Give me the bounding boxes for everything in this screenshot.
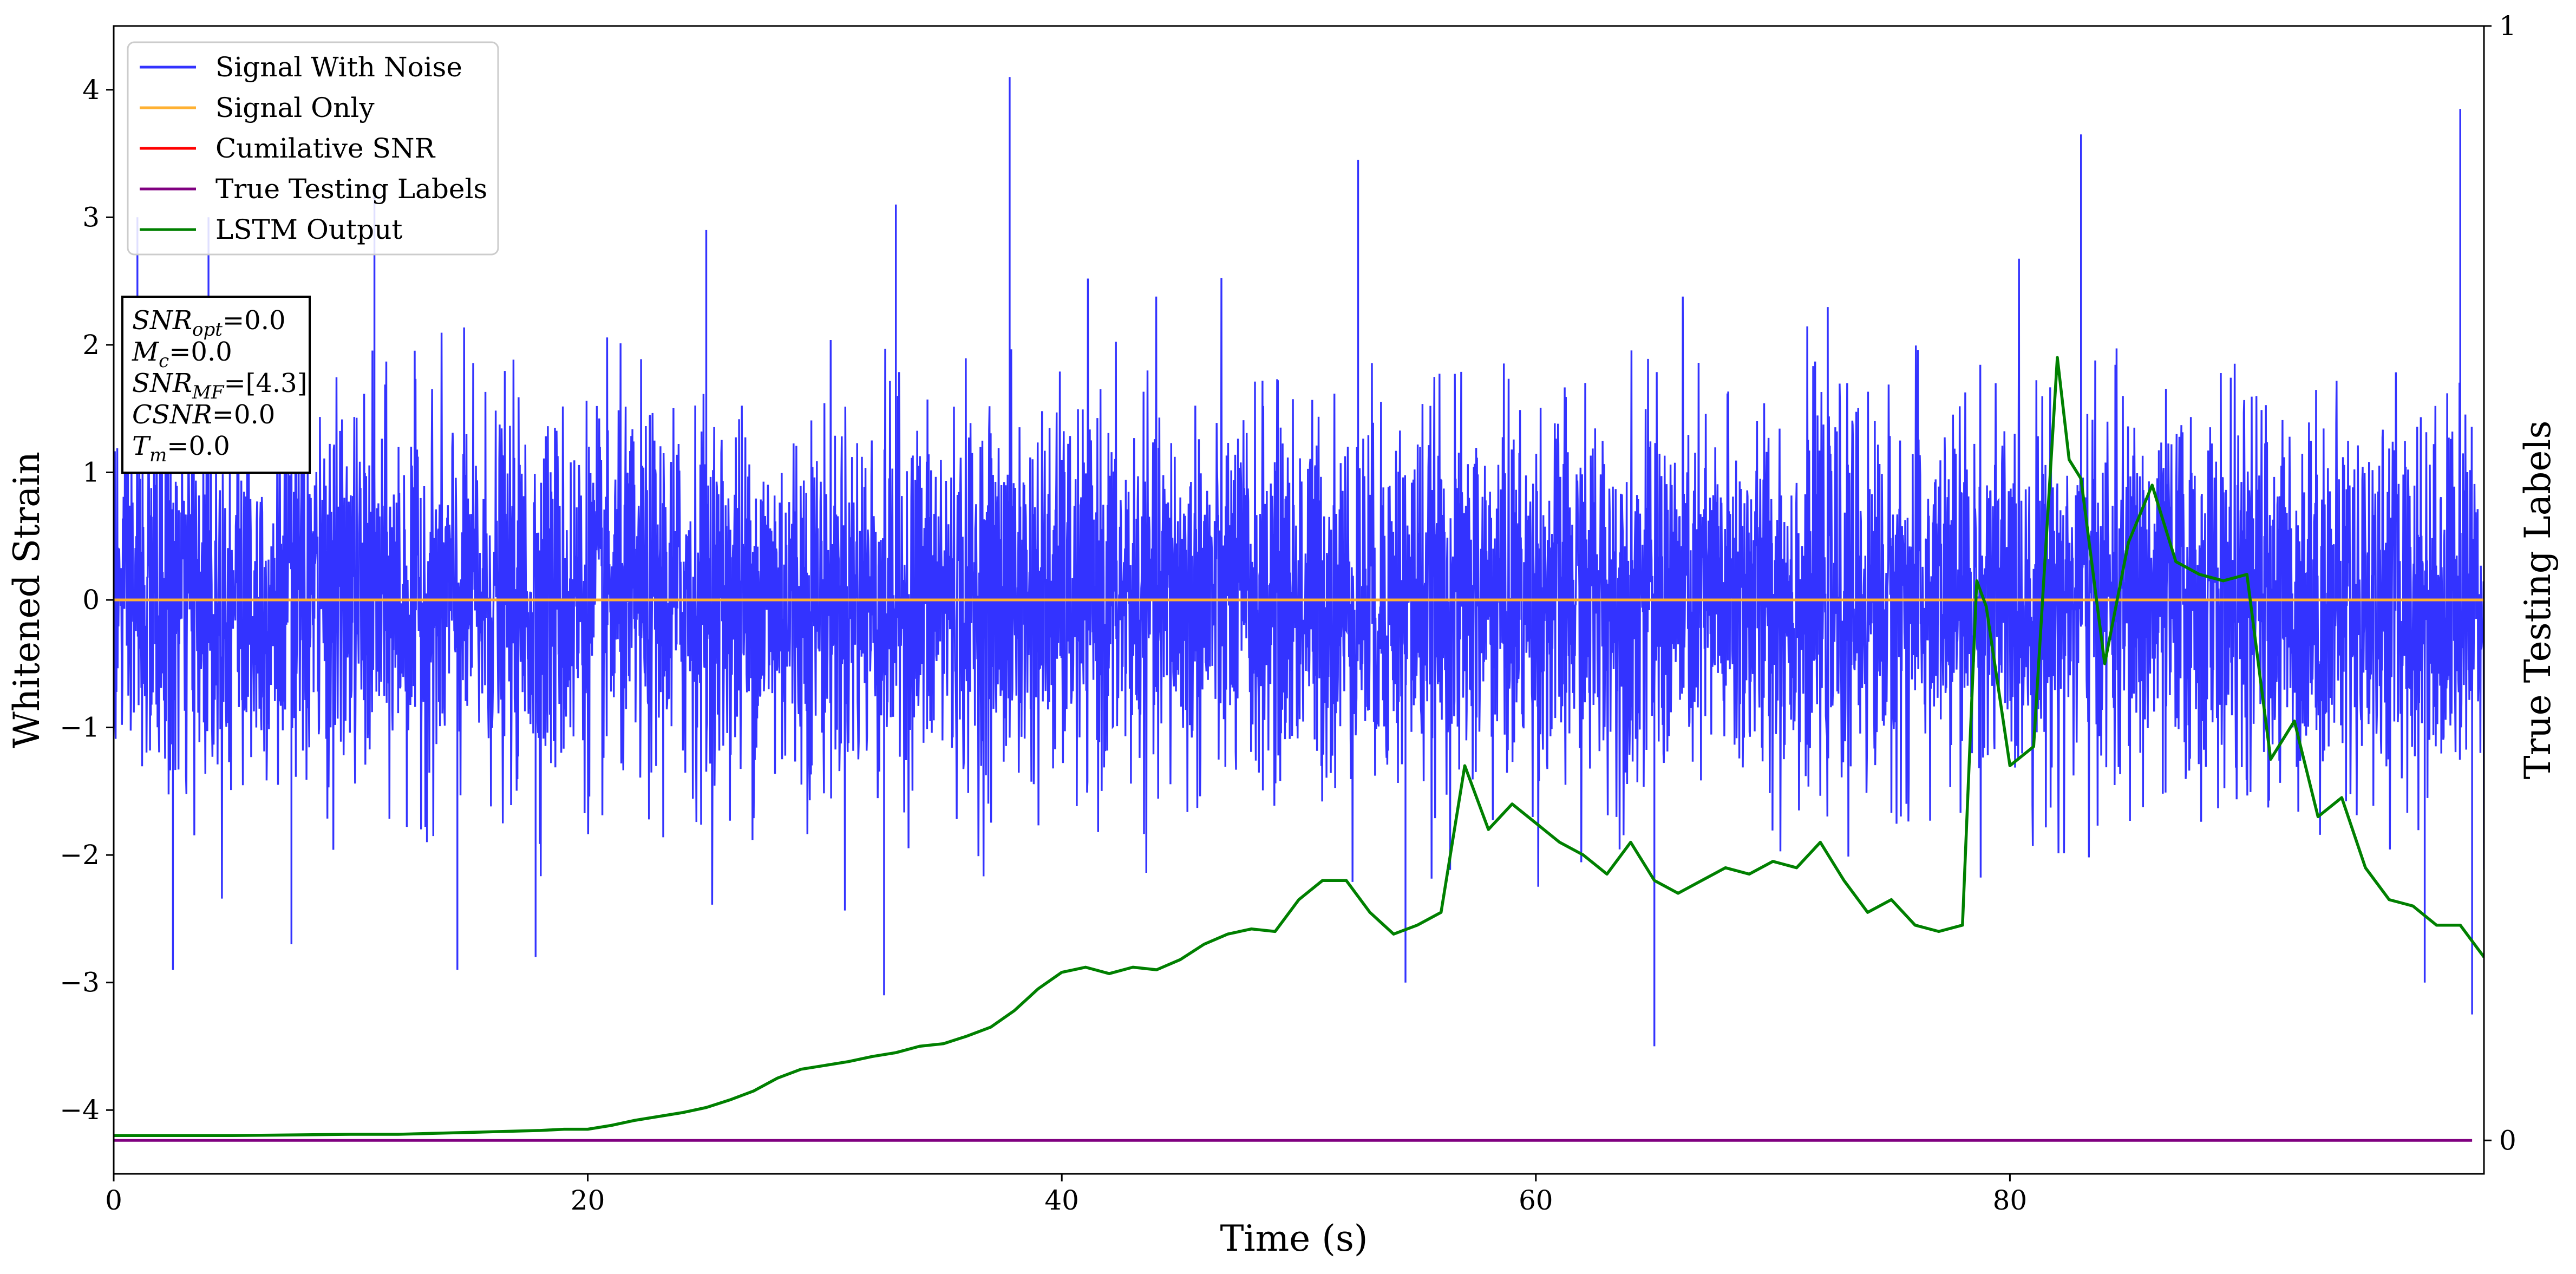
y-axis-right: 01	[2484, 10, 2516, 1156]
x-tick-label: 80	[1993, 1185, 2028, 1216]
info-box: SNRopt=0.0Mc=0.0SNRMF=[4.3]CSNR=0.0Tm=0.…	[121, 296, 311, 474]
x-axis: 0 20 40 60 80	[105, 1174, 2027, 1216]
y2-tick-label: 0	[2499, 1125, 2516, 1156]
x-tick-label: 20	[571, 1185, 605, 1216]
plot-layer	[114, 77, 2484, 1142]
legend-box	[127, 41, 499, 256]
info-line: Mc=0.0	[132, 337, 232, 372]
legend-label: True Testing Labels	[215, 173, 487, 205]
y-tick-label: −1	[60, 712, 100, 743]
y-tick-label: 4	[82, 74, 100, 106]
legend-label: Signal Only	[215, 92, 375, 123]
y-tick-label: −3	[60, 967, 100, 998]
legend-label: LSTM Output	[215, 214, 402, 245]
info-line: SNRopt=0.0	[132, 305, 286, 341]
legend-label: Cumilative SNR	[215, 133, 435, 164]
y-tick-label: 1	[82, 456, 100, 488]
info-line: SNRMF=[4.3]	[132, 368, 307, 403]
y-tick-label: −2	[60, 839, 100, 871]
y-tick-label: 3	[82, 201, 100, 233]
y2-tick-label: 1	[2499, 10, 2516, 42]
info-line: CSNR=0.0	[132, 400, 275, 430]
x-tick-label: 40	[1044, 1185, 1079, 1216]
x-tick-label: 60	[1519, 1185, 1553, 1216]
legend: Signal With Noise Signal Only Cumilative S…	[127, 41, 499, 256]
y-tick-label: −4	[60, 1094, 100, 1126]
legend-label: Signal With Noise	[215, 51, 462, 83]
y2-axis-title: True Testing Labels	[2517, 421, 2559, 780]
info-line: Tm=0.0	[132, 431, 230, 466]
y-axis-title: Whitened Strain	[6, 452, 48, 748]
x-axis-title: Time (s)	[1220, 1218, 1368, 1259]
y-axis-left: −4 −3 −2 −1 0 1 2 3 4	[60, 74, 114, 1126]
series-lstm-output	[114, 356, 2484, 1138]
y-tick-label: 2	[82, 329, 100, 361]
y-tick-label: 0	[82, 584, 100, 616]
x-tick-label: 0	[105, 1185, 122, 1216]
info-box-frame	[121, 296, 311, 474]
